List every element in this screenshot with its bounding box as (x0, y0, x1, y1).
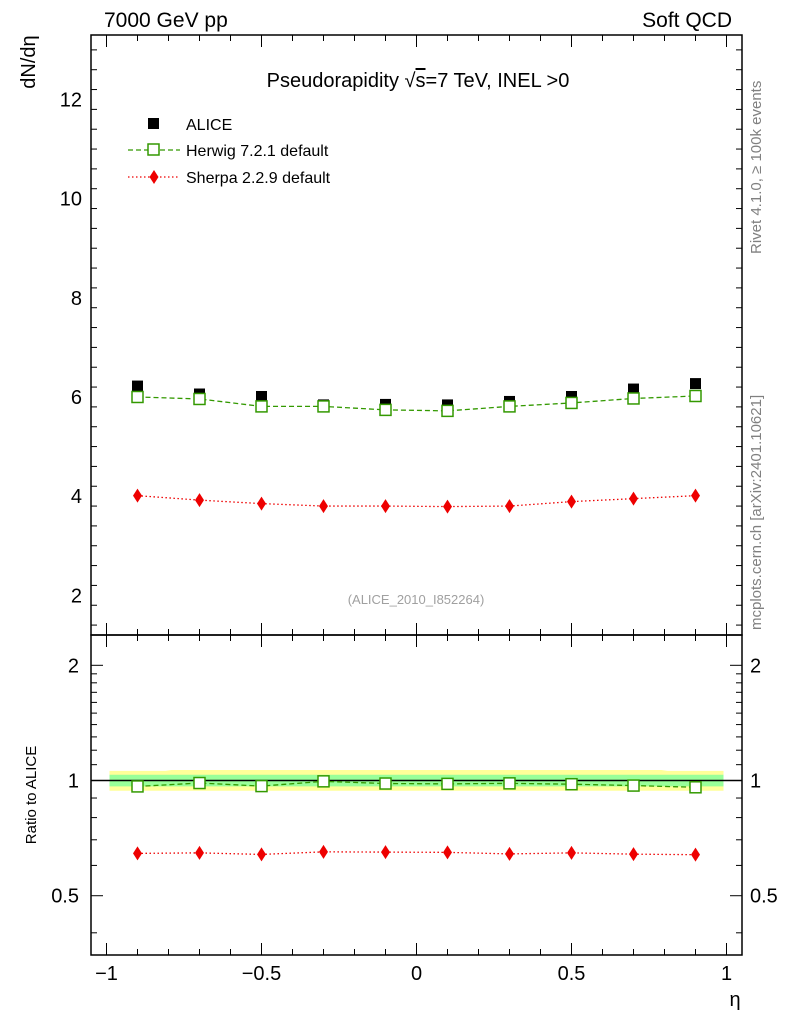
main-series (131, 378, 702, 514)
xtick-label: 0 (411, 963, 422, 985)
ratio-herwig-point (627, 779, 640, 792)
legend-marker-herwig (147, 143, 160, 156)
main-ticks: 2 4 6 8 10 12 (60, 35, 742, 635)
xtick-label: −0.5 (242, 963, 281, 985)
main-alice-point (690, 378, 701, 390)
header-left: 7000 GeV pp (104, 9, 228, 32)
main-title: Pseudorapidity √s=7 TeV, INEL >0 (267, 70, 570, 92)
ratio-ticks: 0.5 0.5 1 1 2 2 −1 −0.5 0 0.5 1 (51, 635, 778, 985)
main-sherpa-line (137, 495, 696, 508)
ratio-ytick-label-right: 1 (750, 771, 761, 793)
ratio-ytick-label-right: 0.5 (750, 886, 778, 908)
xtick-label: 1 (721, 963, 732, 985)
main-sherpa-point (257, 496, 266, 511)
ratio-ytick-label-right: 2 (750, 655, 761, 677)
main-alice-point (256, 390, 267, 402)
ratio-ylabel: Ratio to ALICE (23, 746, 40, 844)
ratio-sherpa-point (629, 847, 638, 862)
main-ytick-label: 4 (71, 486, 82, 508)
ratio-herwig-point (193, 776, 206, 790)
title-sqrt: √ (405, 70, 416, 92)
rivet-label: Rivet 4.1.0, ≥ 100k events (748, 81, 765, 254)
xaxis-label: η (729, 989, 740, 1011)
main-ytick-label: 12 (60, 89, 82, 111)
ratio-herwig-line (137, 780, 696, 788)
xtick-label: −1 (95, 963, 118, 985)
main-sherpa-point (567, 494, 576, 509)
ratio-herwig-point (441, 777, 454, 791)
legend-label-herwig: Herwig 7.2.1 default (186, 143, 329, 160)
main-alice-point (566, 390, 577, 402)
main-sherpa-point (505, 499, 514, 514)
main-sherpa-point (629, 491, 638, 506)
legend-marker-sherpa (149, 170, 159, 184)
mcplots-label: mcplots.cern.ch [arXiv:2401.10621] (748, 395, 765, 630)
ratio-herwig-point (317, 775, 330, 788)
title-pre: Pseudorapidity (267, 70, 405, 92)
ratio-herwig-point (255, 779, 268, 793)
ratio-herwig-point (689, 781, 702, 794)
ratio-frame (90, 634, 743, 956)
ratio-sherpa-point (443, 845, 452, 860)
ratio-sherpa-point (195, 845, 204, 860)
ratio-herwig-point (565, 777, 578, 791)
main-herwig-point (441, 404, 454, 418)
xtick-label: 0.5 (558, 963, 586, 985)
ratio-sherpa-point (257, 847, 266, 862)
analysis-watermark: (ALICE_2010_I852264) (348, 592, 485, 607)
main-ytick-label: 10 (60, 189, 82, 211)
ratio-sherpa-point (319, 844, 328, 859)
main-sherpa-point (195, 493, 204, 508)
main-alice-point (628, 383, 639, 395)
ratio-panel: 0.5 0.5 1 1 2 2 −1 −0.5 0 0.5 1 Ratio to ALICE η (23, 634, 778, 1011)
ratio-herwig-point (131, 780, 144, 793)
main-herwig-point (193, 392, 206, 406)
legend-label-alice: ALICE (186, 117, 232, 134)
ratio-sherpa-point (381, 845, 390, 860)
main-alice-point (132, 380, 143, 392)
main-herwig-point (503, 400, 516, 413)
main-sherpa-point (133, 488, 142, 503)
main-herwig-point (131, 390, 144, 404)
ratio-sherpa-line (137, 851, 696, 856)
main-sherpa-point (319, 499, 328, 514)
main-herwig-point (379, 403, 392, 417)
main-ytick-label: 2 (71, 585, 82, 607)
ratio-sherpa-point (567, 845, 576, 860)
ratio-ytick-label: 0.5 (51, 886, 79, 908)
title-post: =7 TeV, INEL >0 (426, 70, 570, 92)
title-s: s (416, 70, 426, 92)
main-herwig-line (137, 395, 696, 412)
legend-marker-alice (148, 118, 159, 129)
main-ytick-label: 8 (71, 288, 82, 310)
ratio-sherpa-point (691, 847, 700, 862)
ratio-sherpa-point (505, 846, 514, 861)
main-ytick-label: 6 (71, 387, 82, 409)
main-herwig-point (565, 396, 578, 410)
main-panel: 2 4 6 8 10 12 Pseudorapidity √s=7 TeV, INEL >… (18, 34, 743, 636)
ratio-ytick-label: 1 (68, 771, 79, 793)
legend-label-sherpa: Sherpa 2.2.9 default (186, 170, 331, 187)
legend: ALICE Herwig 7.2.1 default Sherpa 2.2.9 … (128, 117, 331, 187)
main-herwig-point (689, 389, 702, 403)
ratio-herwig-point (503, 777, 516, 790)
main-herwig-point (627, 392, 640, 405)
ratio-herwig-point (379, 777, 392, 790)
main-sherpa-point (443, 499, 452, 514)
main-ylabel: dN/dη (18, 35, 40, 88)
ratio-series (131, 775, 702, 862)
main-sherpa-point (691, 488, 700, 503)
ratio-sherpa-point (133, 846, 142, 861)
main-herwig-point (317, 400, 330, 413)
main-sherpa-point (381, 499, 390, 514)
ratio-ytick-label: 2 (68, 655, 79, 677)
header-right: Soft QCD (642, 9, 732, 32)
main-herwig-point (255, 400, 268, 413)
